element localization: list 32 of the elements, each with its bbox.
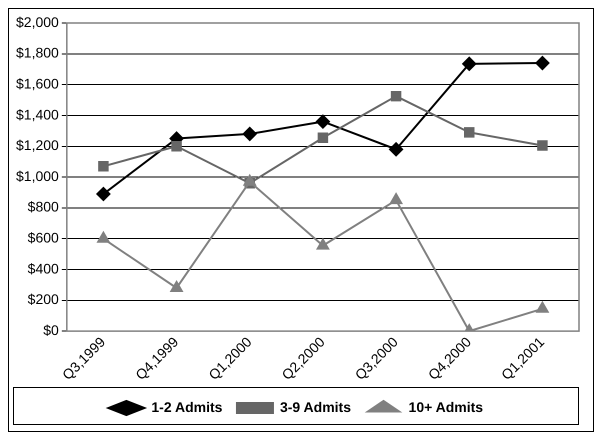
- y-tick-label: $1,600: [16, 75, 60, 92]
- y-tick-label: $800: [28, 198, 60, 215]
- y-tick-label: $1,800: [16, 44, 60, 61]
- point: [535, 56, 550, 70]
- y-tick-label: $1,200: [16, 137, 60, 154]
- point: [536, 302, 549, 313]
- legend-label: 3-9 Admits: [280, 398, 352, 415]
- y-tick-label: $400: [28, 260, 60, 276]
- legend-label: 10+ Admits: [408, 398, 484, 415]
- y-tick-label: $0: [43, 322, 60, 338]
- point: [316, 114, 330, 129]
- point: [98, 161, 109, 172]
- point: [389, 142, 404, 156]
- point: [390, 90, 402, 102]
- point: [96, 187, 110, 202]
- point: [316, 238, 330, 250]
- y-tick-label: $600: [28, 230, 60, 246]
- point: [170, 281, 183, 292]
- point: [171, 141, 182, 152]
- legend-label: 1-2 Admits: [151, 398, 223, 415]
- point: [464, 127, 474, 138]
- point: [97, 232, 110, 243]
- y-tick-label: $1,400: [16, 106, 60, 122]
- point: [462, 56, 476, 71]
- y-tick-label: $200: [28, 291, 60, 308]
- point: [318, 132, 328, 144]
- y-tick-label: $1,000: [16, 168, 60, 184]
- point: [242, 126, 257, 141]
- point: [537, 140, 548, 151]
- point: [390, 193, 402, 204]
- y-tick-label: $2,000: [16, 14, 60, 30]
- point: [244, 174, 256, 186]
